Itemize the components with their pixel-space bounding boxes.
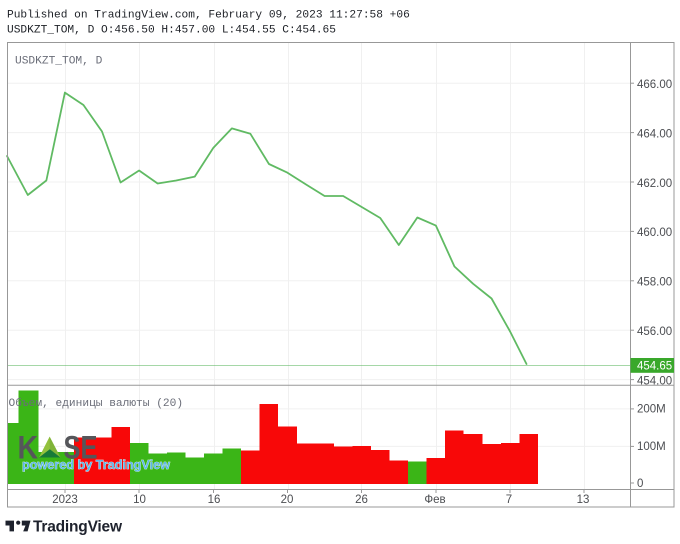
svg-text:456.00: 456.00 xyxy=(637,326,672,338)
svg-text:Фев: Фев xyxy=(424,494,445,506)
svg-text:462.00: 462.00 xyxy=(637,178,672,190)
svg-text:SE: SE xyxy=(64,430,98,466)
svg-text:460.00: 460.00 xyxy=(637,227,672,239)
svg-text:USDKZT_TOM, D O:456.50 H:457.0: USDKZT_TOM, D O:456.50 H:457.00 L:454.55… xyxy=(7,25,336,37)
svg-text:Объем, единицы валюты (20): Объем, единицы валюты (20) xyxy=(9,397,184,410)
svg-text:13: 13 xyxy=(577,494,590,506)
svg-text:K: K xyxy=(18,430,39,466)
svg-text:2023: 2023 xyxy=(52,494,78,506)
svg-text:20: 20 xyxy=(281,494,294,506)
svg-text:466.00: 466.00 xyxy=(637,79,672,91)
svg-text:10: 10 xyxy=(133,494,146,506)
svg-text:16: 16 xyxy=(208,494,221,506)
svg-text:464.00: 464.00 xyxy=(637,128,672,140)
svg-text:100M: 100M xyxy=(637,441,666,453)
svg-text:454.65: 454.65 xyxy=(637,360,672,372)
svg-text:Published on TradingView.com,: Published on TradingView.com, February 0… xyxy=(7,10,410,22)
svg-text:USDKZT_TOM, D: USDKZT_TOM, D xyxy=(15,56,103,68)
svg-text:458.00: 458.00 xyxy=(637,277,672,289)
svg-text:26: 26 xyxy=(355,494,368,506)
svg-text:7: 7 xyxy=(506,494,512,506)
svg-text:0: 0 xyxy=(637,478,643,490)
svg-text:powered by TradingView: powered by TradingView xyxy=(22,458,170,472)
svg-text:200M: 200M xyxy=(637,404,666,416)
svg-text:TradingView: TradingView xyxy=(33,519,123,536)
svg-text:454.00: 454.00 xyxy=(637,375,672,387)
